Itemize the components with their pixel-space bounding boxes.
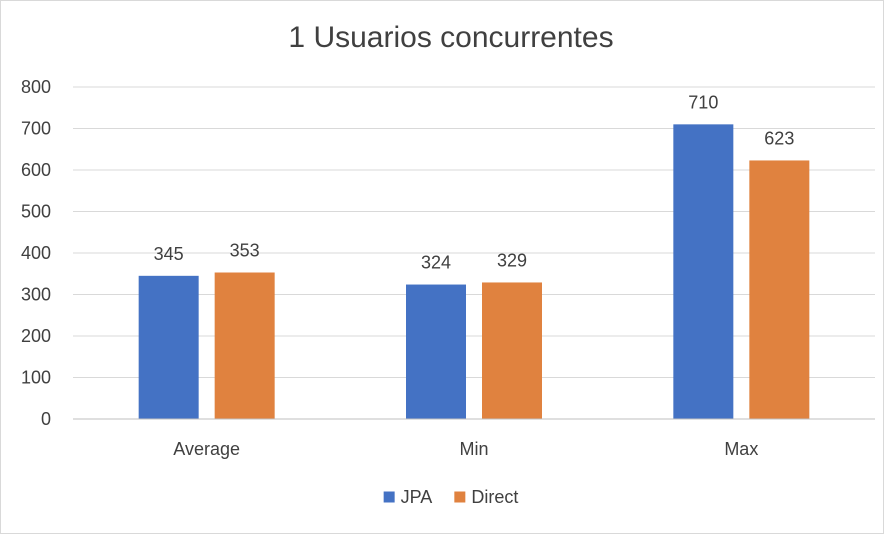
bar-jpa-min [406, 284, 466, 419]
y-tick-label: 0 [41, 409, 51, 429]
bar-jpa-average [138, 275, 199, 419]
legend-swatch [383, 491, 395, 503]
y-tick-label: 600 [21, 160, 51, 180]
legend-swatch [454, 491, 466, 503]
y-tick-label: 500 [21, 202, 51, 222]
bars [138, 124, 810, 419]
data-label: 710 [688, 92, 718, 112]
legend-item-direct: Direct [454, 487, 518, 507]
data-label: 324 [421, 253, 451, 273]
y-tick-label: 200 [21, 326, 51, 346]
bar-direct-average [214, 272, 275, 419]
axes: 0 100 200 300 400 500 600 700 800 Average Min Max [21, 77, 875, 459]
data-labels: 345 353 324 329 710 623 [154, 92, 795, 272]
bar-jpa-max [673, 124, 734, 419]
data-label: 353 [230, 241, 260, 261]
y-tick-label: 300 [21, 285, 51, 305]
y-tick-label: 800 [21, 77, 51, 97]
bar-direct-min [482, 282, 542, 419]
legend-label: Direct [471, 487, 518, 507]
x-tick-label: Average [173, 439, 240, 459]
data-label: 345 [154, 244, 184, 264]
y-tick-label: 400 [21, 243, 51, 263]
chart-title: 1 Usuarios concurrentes [288, 21, 613, 54]
bar-direct-max [749, 160, 810, 419]
legend-item-jpa: JPA [383, 487, 433, 507]
data-label: 329 [497, 250, 527, 270]
legend: JPA Direct [383, 487, 518, 507]
y-tick-label: 700 [21, 119, 51, 139]
y-tick-label: 100 [21, 368, 51, 388]
x-tick-label: Max [724, 439, 758, 459]
x-tick-label: Min [459, 439, 488, 459]
gridlines [73, 86, 875, 378]
data-label: 623 [764, 128, 794, 148]
legend-label: JPA [401, 487, 433, 507]
